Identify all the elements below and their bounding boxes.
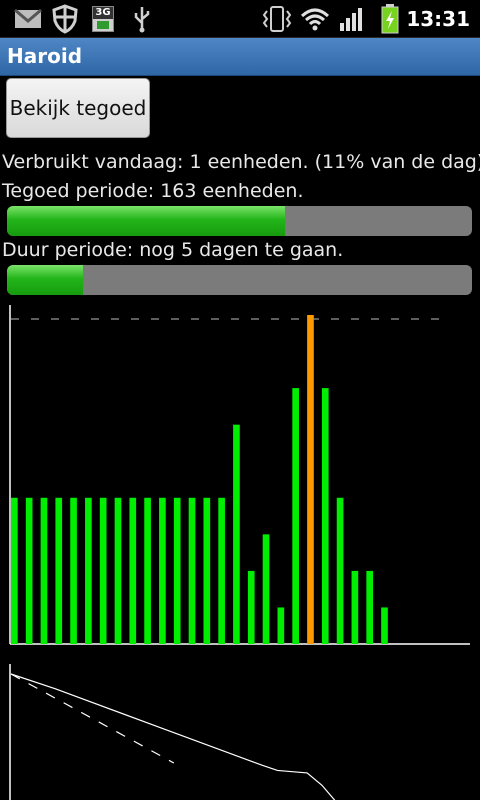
day-bar: [233, 424, 240, 644]
day-bar: [144, 497, 151, 644]
day-bar: [85, 497, 92, 644]
used-today-text: Verbruikt vandaag: 1 eenheden. (11% van …: [2, 151, 480, 173]
daily-usage-bar-chart: [9, 305, 470, 645]
duration-progress-fill: [7, 265, 83, 295]
day-bar: [188, 497, 196, 644]
usb-icon: [134, 7, 150, 33]
day-bar: [366, 570, 374, 644]
day-bar: [247, 570, 255, 644]
credit-progress-bar: [7, 206, 472, 236]
app-title: Haroid: [7, 44, 83, 68]
signal-icon: [340, 8, 362, 31]
day-bar: [159, 497, 166, 644]
day-bar: [262, 534, 270, 644]
day-bar: [11, 497, 18, 644]
day-bar: [351, 570, 359, 644]
day-bar: [321, 388, 329, 644]
clock: 13:31: [406, 7, 470, 31]
day-bar: [173, 497, 181, 644]
day-bar: [336, 497, 344, 644]
battery-charging-icon: [381, 4, 399, 34]
day-bar: [277, 607, 285, 644]
status-bar: 3G 13:31: [0, 0, 480, 38]
view-credit-button[interactable]: Bekijk tegoed: [6, 78, 150, 138]
day-bar: [114, 497, 122, 644]
duration-progress-bar: [7, 265, 472, 295]
day-bar: [25, 497, 33, 644]
day-bar: [99, 497, 107, 644]
wifi-icon: [300, 8, 330, 31]
3g-icon: 3G: [92, 6, 114, 32]
day-bar: [381, 607, 388, 644]
shield-icon: [52, 4, 78, 34]
projected-credit-line: [10, 673, 175, 764]
3g-label: 3G: [93, 7, 113, 19]
today-bar: [307, 315, 314, 644]
duration-period-text: Duur periode: nog 5 dagen te gaan.: [2, 239, 344, 261]
day-bar: [129, 497, 137, 644]
day-bar: [203, 497, 211, 644]
credit-trend-line-chart: [9, 664, 336, 800]
credit-progress-fill: [7, 206, 285, 236]
gmail-icon: [14, 9, 42, 28]
day-bar: [70, 497, 77, 644]
app-title-bar: Haroid: [0, 38, 480, 76]
day-bar: [40, 497, 48, 644]
credit-balance-line: [10, 673, 336, 800]
vibrate-icon: [262, 6, 292, 32]
day-bar: [292, 388, 299, 644]
credit-period-text: Tegoed periode: 163 eenheden.: [2, 180, 304, 202]
day-bar: [218, 497, 225, 644]
day-bar: [55, 497, 63, 644]
